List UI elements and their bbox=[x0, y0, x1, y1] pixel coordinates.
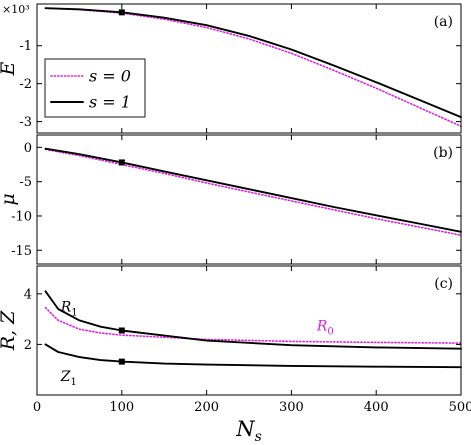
data-marker bbox=[118, 159, 125, 166]
curve-annotation: R1 bbox=[60, 300, 78, 319]
x-tick-label: 0 bbox=[33, 400, 41, 415]
panel-0: -1 -2 -3 (a) E ×10³ s = 0 s = 1 bbox=[0, 3, 462, 134]
y-axis-label: E bbox=[0, 61, 19, 76]
series-line bbox=[44, 290, 462, 350]
x-tick-label: 100 bbox=[109, 400, 134, 415]
y-tick-label: -5 bbox=[19, 175, 32, 190]
legend-label: s = 1 bbox=[89, 93, 131, 112]
y-tick-label: 4 bbox=[24, 287, 32, 302]
y-axis-label: μ bbox=[0, 193, 19, 205]
panel-label: (b) bbox=[433, 145, 453, 161]
series-line bbox=[44, 343, 462, 369]
panel-frame bbox=[36, 134, 462, 265]
y-multiplier: ×10³ bbox=[2, 3, 30, 16]
curve-annotation: Z1 bbox=[60, 369, 77, 388]
curve-annotation: R0 bbox=[316, 319, 334, 338]
y-tick-label: -15 bbox=[11, 244, 32, 259]
y-tick-label: 0 bbox=[24, 141, 32, 156]
annotation-text: R bbox=[60, 300, 72, 316]
panel-frame bbox=[36, 3, 462, 134]
series-line bbox=[44, 7, 462, 119]
annotation-text: Z bbox=[60, 369, 71, 385]
y-axis-label: R, Z bbox=[0, 310, 19, 351]
x-tick-label: 400 bbox=[364, 400, 389, 415]
panel-label: (c) bbox=[434, 276, 453, 292]
annotation-text: R bbox=[316, 319, 328, 335]
annotation-sub: 1 bbox=[70, 377, 76, 388]
legend-label: s = 0 bbox=[89, 67, 131, 86]
x-axis-label: Ns bbox=[235, 417, 262, 445]
x-tick-label: 200 bbox=[194, 400, 219, 415]
y-tick-label: -2 bbox=[19, 77, 32, 92]
panel-label: (a) bbox=[434, 14, 453, 30]
data-marker bbox=[118, 327, 125, 334]
legend-box bbox=[44, 58, 146, 118]
panel-frame bbox=[36, 265, 462, 396]
x-tick-label: 500 bbox=[449, 400, 471, 415]
series-line bbox=[44, 148, 462, 236]
series-line bbox=[44, 306, 462, 344]
series-line bbox=[44, 147, 462, 233]
panel-1: 0 -5 -10 -15 (b) μ bbox=[0, 134, 462, 265]
y-tick-label: 2 bbox=[24, 338, 32, 353]
x-axis-label-main: N bbox=[235, 417, 255, 441]
x-tick-label: 300 bbox=[279, 400, 304, 415]
x-axis-label-sub: s bbox=[255, 429, 262, 445]
annotation-sub: 1 bbox=[71, 308, 77, 319]
annotation-sub: 0 bbox=[327, 327, 333, 338]
y-tick-label: -3 bbox=[19, 115, 32, 130]
y-tick-label: -1 bbox=[19, 39, 32, 54]
y-tick-label: -10 bbox=[11, 209, 32, 224]
data-marker bbox=[118, 9, 125, 16]
legend: s = 0 s = 1 bbox=[44, 58, 146, 118]
data-marker bbox=[118, 358, 125, 365]
